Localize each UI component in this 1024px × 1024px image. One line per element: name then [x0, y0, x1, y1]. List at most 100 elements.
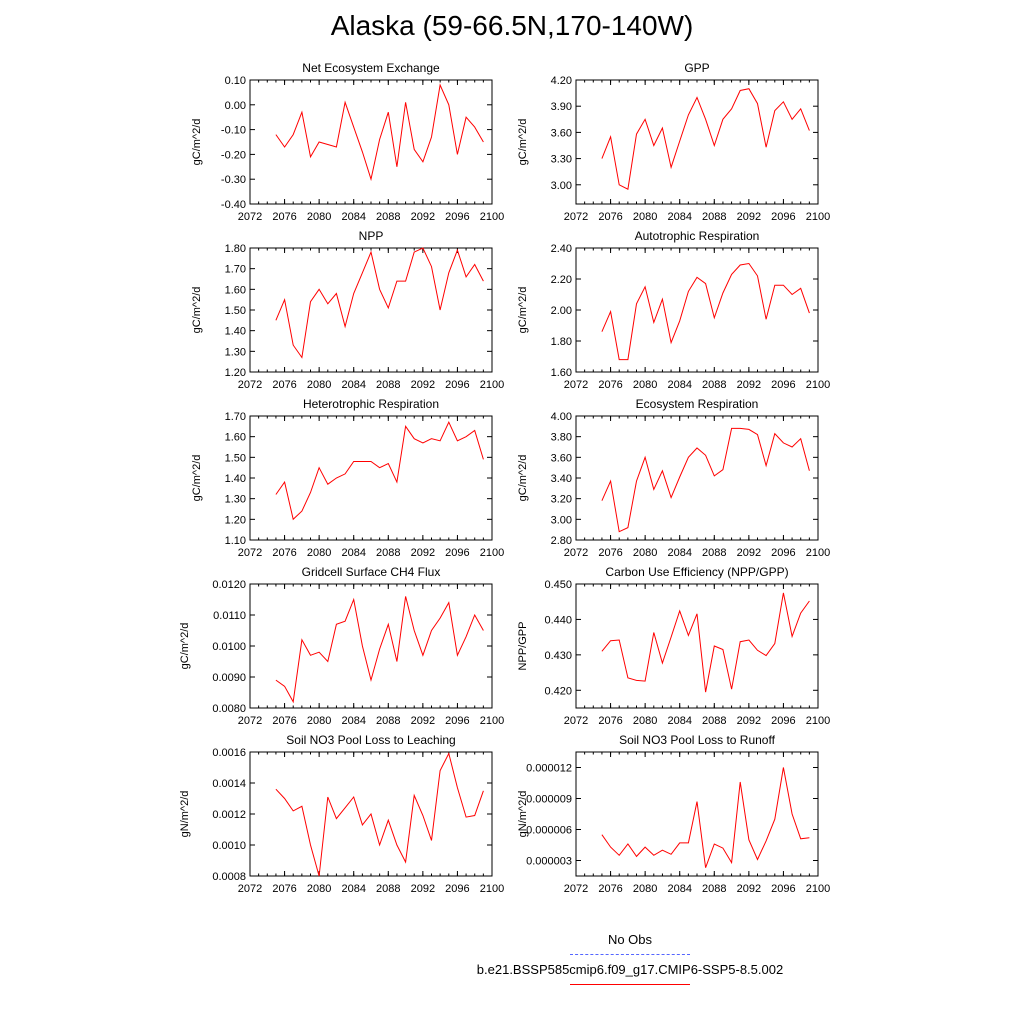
y-tick-label: 0.10 [225, 75, 246, 87]
x-tick-label: 2100 [806, 211, 830, 223]
x-tick-label: 2100 [806, 547, 830, 559]
x-tick-label: 2084 [667, 715, 691, 727]
x-tick-label: 2100 [480, 547, 504, 559]
x-tick-label: 2072 [564, 211, 588, 223]
y-tick-label: 0.0012 [212, 809, 246, 821]
series-line [601, 592, 810, 693]
x-tick-label: 2100 [806, 883, 830, 895]
chart-title: Soil NO3 Pool Loss to Runoff [619, 733, 776, 747]
chart-title: Ecosystem Respiration [636, 397, 759, 411]
x-tick-label: 2096 [445, 715, 469, 727]
x-tick-label: 2084 [341, 547, 365, 559]
x-tick-label: 2076 [272, 379, 296, 391]
y-tick-label: 1.30 [225, 494, 246, 506]
plot-frame [575, 751, 819, 877]
x-tick-label: 2072 [238, 379, 262, 391]
x-tick-label: 2088 [702, 379, 726, 391]
y-tick-label: 0.0008 [212, 871, 246, 883]
y-tick-label: 0.0120 [212, 579, 246, 591]
series-line [601, 88, 810, 190]
y-tick-label: 3.30 [551, 154, 572, 166]
x-tick-label: 2092 [737, 211, 761, 223]
chart-title: Net Ecosystem Exchange [302, 61, 440, 75]
y-tick-label: 1.70 [225, 264, 246, 276]
y-axis-label: gC/m^2/d [517, 119, 529, 166]
x-tick-label: 2092 [411, 715, 435, 727]
figure-title: Alaska (59-66.5N,170-140W) [330, 10, 694, 41]
x-tick-label: 2096 [771, 715, 795, 727]
x-tick-label: 2088 [376, 883, 400, 895]
x-tick-label: 2080 [307, 715, 331, 727]
y-tick-label: 3.00 [551, 514, 572, 526]
x-tick-label: 2076 [598, 547, 622, 559]
chart-panel: Soil NO3 Pool Loss to Leaching 2072 2076 20… [179, 733, 504, 895]
y-tick-label: 2.80 [551, 535, 572, 547]
y-tick-label: 1.60 [551, 367, 572, 379]
x-tick-label: 2084 [667, 379, 691, 391]
y-tick-label: 0.420 [544, 685, 572, 697]
y-tick-label: -0.30 [221, 174, 246, 186]
x-tick-label: 2072 [238, 211, 262, 223]
series-line [275, 421, 484, 521]
chart-title: Soil NO3 Pool Loss to Leaching [286, 733, 455, 747]
y-tick-label: 1.40 [225, 326, 246, 338]
x-tick-label: 2072 [564, 883, 588, 895]
y-tick-label: 0.440 [544, 614, 572, 626]
x-tick-label: 2076 [598, 379, 622, 391]
y-axis-label: gC/m^2/d [191, 287, 203, 334]
x-tick-label: 2100 [806, 715, 830, 727]
series-line [275, 752, 484, 877]
y-tick-label: 0.0090 [212, 672, 246, 684]
series-line [601, 427, 810, 533]
y-tick-label: 1.20 [225, 367, 246, 379]
x-tick-label: 2076 [272, 715, 296, 727]
y-tick-label: 1.20 [225, 514, 246, 526]
chart-panel: Heterotrophic Respiration 2072 2076 2080 208… [191, 397, 504, 559]
x-tick-label: 2080 [307, 379, 331, 391]
x-tick-label: 2092 [411, 379, 435, 391]
y-axis-label: gN/m^2/d [179, 791, 191, 838]
chart-panel: NPP 2072 2076 2080 2084 2088 2092 2096 2100 1.80 1… [191, 229, 504, 391]
y-tick-label: 3.80 [551, 432, 572, 444]
chart-panel: Ecosystem Respiration 2072 2076 2080 2084 208… [517, 397, 830, 559]
y-tick-label: 3.40 [551, 473, 572, 485]
y-tick-label: -0.20 [221, 149, 246, 161]
y-tick-label: 3.60 [551, 127, 572, 139]
y-tick-label: 0.0100 [212, 641, 246, 653]
x-tick-label: 2084 [667, 883, 691, 895]
x-tick-label: 2100 [480, 883, 504, 895]
y-tick-label: 1.30 [225, 346, 246, 358]
x-tick-label: 2088 [702, 883, 726, 895]
x-tick-label: 2092 [737, 715, 761, 727]
chart-title: Heterotrophic Respiration [303, 397, 439, 411]
x-tick-label: 2096 [445, 883, 469, 895]
y-tick-label: 1.50 [225, 452, 246, 464]
series-line [275, 247, 484, 359]
x-tick-label: 2092 [411, 547, 435, 559]
x-tick-label: 2096 [771, 883, 795, 895]
x-tick-label: 2076 [272, 547, 296, 559]
y-tick-label: 0.0110 [213, 610, 246, 622]
y-axis-label: NPP/GPP [517, 622, 529, 671]
x-tick-label: 2076 [598, 211, 622, 223]
y-tick-label: 0.000006 [526, 825, 572, 837]
x-tick-label: 2080 [633, 379, 657, 391]
x-tick-label: 2080 [307, 547, 331, 559]
chart-panel: Carbon Use Efficiency (NPP/GPP) 2072 2076 2… [517, 565, 830, 727]
series-line [275, 83, 484, 182]
x-tick-label: 2076 [272, 883, 296, 895]
y-tick-label: 0.00 [225, 100, 246, 112]
y-tick-label: -0.40 [221, 199, 246, 211]
x-tick-label: 2080 [307, 211, 331, 223]
x-tick-label: 2100 [480, 211, 504, 223]
y-tick-label: 2.40 [551, 243, 572, 255]
x-tick-label: 2080 [633, 211, 657, 223]
legend-label-obs: No Obs [607, 932, 653, 947]
x-tick-label: 2072 [564, 547, 588, 559]
y-axis-label: gN/m^2/d [517, 791, 529, 838]
x-tick-label: 2084 [341, 379, 365, 391]
x-tick-label: 2072 [564, 379, 588, 391]
legend-line-obs [570, 954, 690, 955]
x-tick-label: 2072 [238, 883, 262, 895]
